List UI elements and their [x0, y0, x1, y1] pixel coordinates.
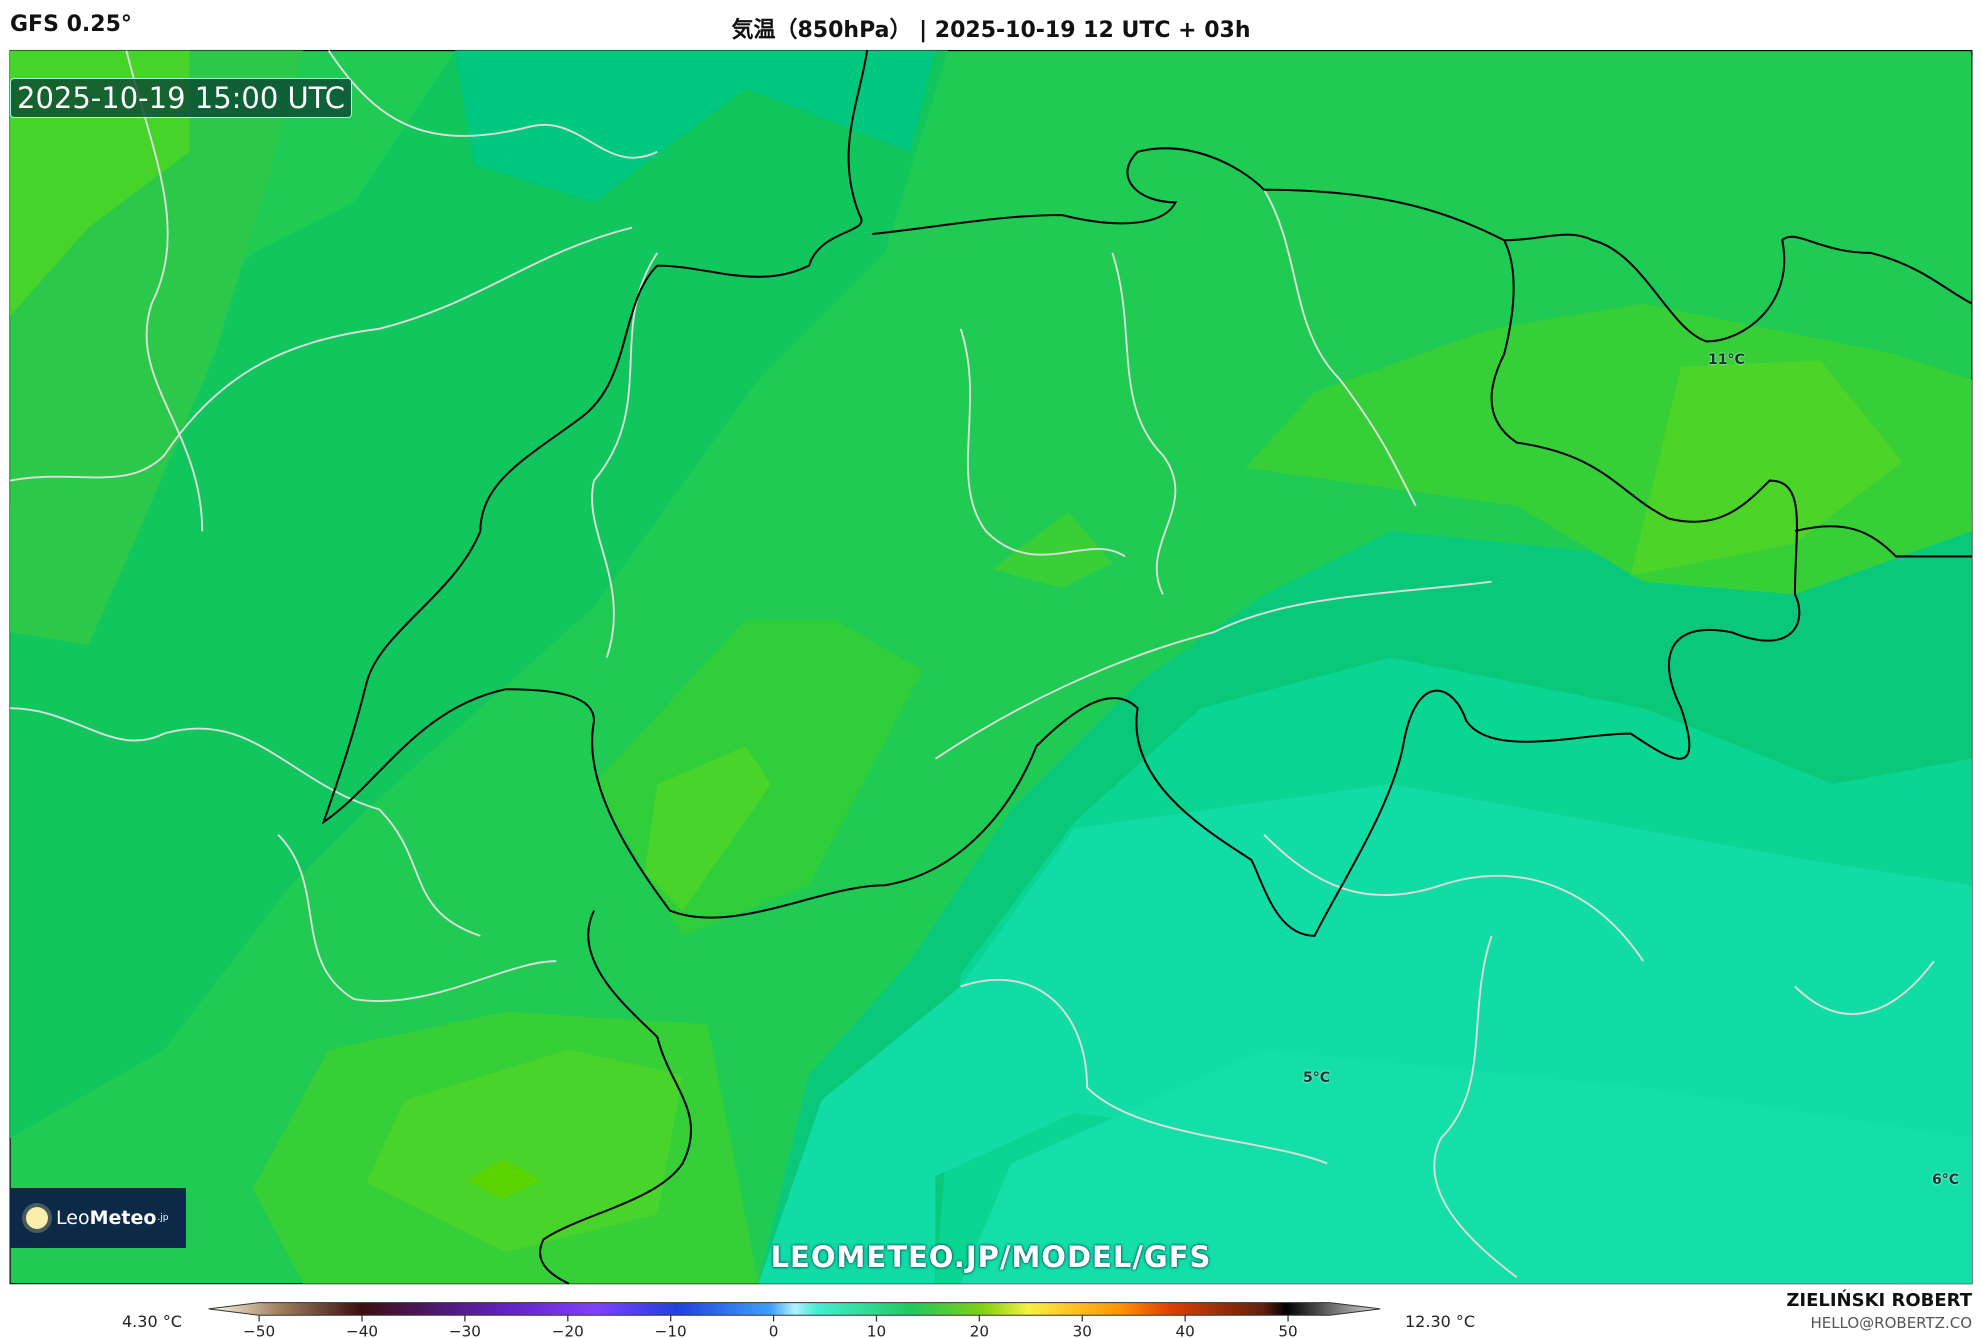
logo-bold: Meteo — [89, 1207, 157, 1229]
colorbar-tick-label: −10 — [655, 1323, 687, 1338]
colorbar-tick-label: 10 — [867, 1323, 886, 1338]
contour-zone — [644, 746, 772, 911]
colorbar-ticks: −50 −40 −30 −20 −10 0 10 20 30 40 50 — [243, 1315, 1298, 1338]
min-value: 4.30 °C — [122, 1312, 182, 1331]
valid-time-label: 2025-10-19 15:00 UTC — [10, 78, 353, 118]
colorbar-tick-label: 50 — [1278, 1323, 1297, 1338]
colorbar-tick-label: 20 — [970, 1323, 989, 1338]
watermark: LEOMETEO.JP/MODEL/GFS — [770, 1240, 1212, 1274]
map-frame — [9, 49, 1973, 1285]
region-borders — [9, 50, 1935, 1279]
country-borders — [321, 50, 1973, 1285]
sun-icon — [26, 1207, 48, 1229]
contour-label: 11°C — [1708, 352, 1745, 368]
contour-zone — [366, 1049, 683, 1253]
colorbar-bar — [208, 1302, 1381, 1316]
contour-zone — [10, 50, 949, 1139]
logo-light: Leo — [56, 1207, 90, 1229]
colorbar-tick-label: −40 — [346, 1323, 378, 1338]
colorbar-tick-label: 40 — [1176, 1323, 1195, 1338]
contour-label: 6°C — [1932, 1172, 1960, 1188]
colorbar-tick-label: 0 — [769, 1323, 779, 1338]
author-credit: ZIELIŃSKI ROBERT — [1786, 1290, 1972, 1311]
model-label: GFS 0.25° — [10, 12, 132, 37]
contour-zone — [960, 1049, 1972, 1284]
colorbar-tick-label: −20 — [552, 1323, 584, 1338]
leometeo-logo: Leo Meteo .jp — [10, 1188, 186, 1248]
contour-zone — [455, 50, 936, 203]
chart-title: 気温（850hPa） | 2025-10-19 12 UTC + 03h — [731, 18, 1251, 43]
colorbar-tick-label: −30 — [449, 1323, 481, 1338]
colorbar-tick-label: −50 — [243, 1323, 275, 1338]
colorbar: −50 −40 −30 −20 −10 0 10 20 30 40 50 — [208, 1302, 1381, 1338]
contour-zone — [992, 512, 1113, 589]
max-value: 12.30 °C — [1405, 1312, 1476, 1331]
author-email: HELLO@ROBERTZ.CO — [1810, 1314, 1972, 1332]
logo-suffix: .jp — [157, 1213, 169, 1223]
colorbar-tick-label: 30 — [1073, 1323, 1092, 1338]
contour-label: 5°C — [1303, 1070, 1331, 1086]
